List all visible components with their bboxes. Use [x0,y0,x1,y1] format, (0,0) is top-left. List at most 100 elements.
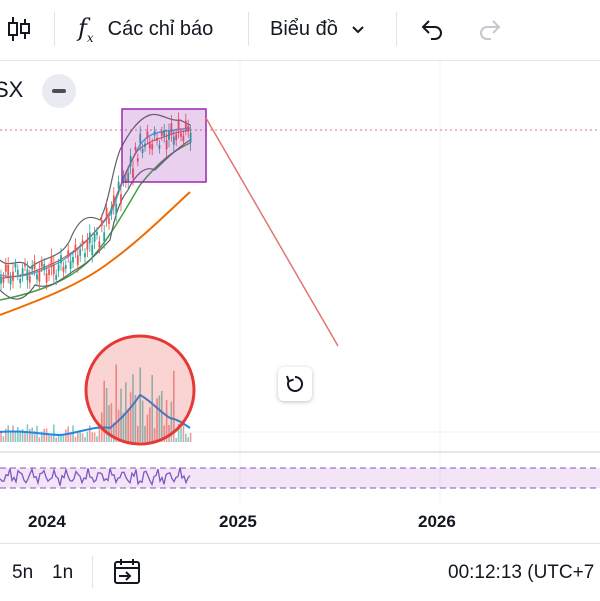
volume-bar [149,407,151,442]
volume-bar [48,435,50,442]
volume-bar [115,364,117,442]
reset-chart-button[interactable] [278,367,312,401]
volume-bar [98,426,101,442]
candle-body [91,245,94,255]
toolbar-separator [54,12,55,46]
candle-body [93,233,96,242]
candle-body [72,256,74,263]
candle-body [182,135,185,142]
candle-body [100,219,103,227]
candle-body [112,195,115,207]
layout-label: Biểu đồ [270,17,338,40]
volume-bar [103,380,105,442]
volume-bar [185,433,187,442]
volume-bar [21,429,24,442]
candle-body [172,136,175,145]
range-5y-button[interactable]: 5n [12,562,34,583]
collapse-legend-button[interactable] [42,74,76,108]
volume-bar [105,388,108,442]
candle-body [141,148,144,153]
time-axis-label: 2025 [219,512,257,531]
bottom-toolbar: 5n 1n 00:12:13 (UTC+7 [0,543,600,601]
volume-bar [57,435,60,442]
redo-icon[interactable] [478,10,502,48]
candle-body [7,265,10,276]
volume-bar [55,437,57,442]
candle-body [86,240,89,250]
undo-icon[interactable] [420,10,444,48]
candle-body [124,178,127,183]
volume-bar [45,428,48,442]
function-icon: fx [78,13,94,45]
candle-body [67,250,70,257]
candle-body [96,231,98,236]
price-chart[interactable] [0,61,600,541]
candle-body [38,270,41,282]
time-axis-label: 2024 [28,512,66,531]
volume-bar [96,436,98,442]
layout-button[interactable]: Biểu đồ [270,10,366,48]
candle-body [55,274,58,280]
candle-body [26,269,29,281]
candle-body [60,255,62,264]
candle-body [177,120,180,131]
candle-body [12,271,14,281]
candle-body [79,249,82,256]
volume-bar [180,427,182,442]
candle-body [115,203,118,214]
candle-body [156,137,158,141]
volume-bar [77,431,79,442]
volume-bar [60,434,62,442]
candle-body [184,120,187,129]
volume-bar [5,428,7,442]
volume-bar [132,374,134,442]
toolbar-separator [248,12,249,46]
indicators-button[interactable]: fx Các chỉ báo [78,10,213,48]
bottom-separator [92,556,93,588]
volume-bar [173,370,175,442]
candle-body [45,273,48,283]
reset-icon [286,375,304,392]
candle-body [148,142,151,149]
candle-body [180,133,182,137]
candle-body [117,181,120,189]
candle-body [24,262,26,267]
candle-body [28,275,31,283]
candle-body [163,130,166,137]
upper-band [0,113,191,269]
go-to-date-icon[interactable] [112,557,142,592]
candle-body [43,264,46,270]
candlestick-icon[interactable] [6,10,32,48]
candle-body [36,274,38,280]
toolbar-separator [396,12,397,46]
candle-body [158,145,161,149]
candle-body [153,131,156,136]
volume-bar [146,414,149,442]
volume-bar [12,425,14,442]
candle-body [187,125,190,132]
volume-bar [165,399,168,442]
volume-bar [129,392,132,442]
highlight-rectangle [121,108,207,183]
symbol-label[interactable]: SX [0,77,24,102]
clock-timezone[interactable]: 00:12:13 (UTC+7 [448,562,595,583]
volume-bar [93,432,96,442]
volume-bar [110,403,113,442]
volume-bar [24,431,26,442]
lower-band [0,139,191,300]
volume-bar [38,437,41,442]
volume-bar [9,431,12,442]
candle-body [132,168,134,178]
volume-bar [117,409,120,442]
trend-line [205,117,339,347]
candle-body [189,132,192,143]
volume-bar [89,425,91,442]
volume-bar [177,424,180,442]
candle-body [52,264,55,275]
volume-bar [91,432,93,442]
volume-bar [62,433,65,442]
volume-bar [168,425,170,442]
candle-body [14,263,17,268]
range-1y-button[interactable]: 1n [52,562,74,583]
volume-bar [31,427,33,442]
